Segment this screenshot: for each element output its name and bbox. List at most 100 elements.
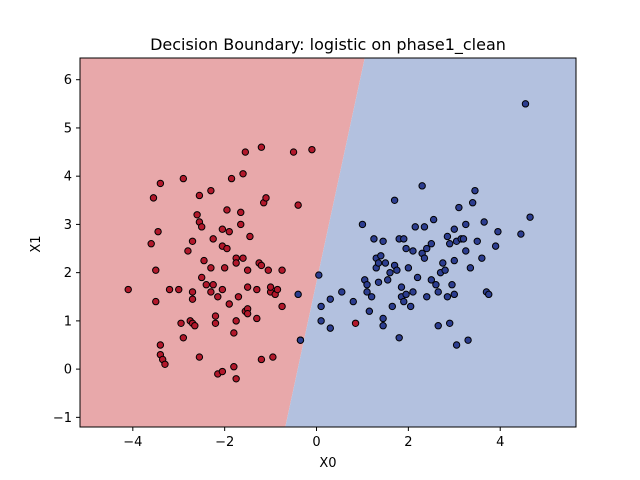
data-point-class0-11 bbox=[165, 285, 174, 294]
data-point-class0-13 bbox=[179, 174, 188, 183]
y-axis: −1 0 1 2 3 4 5 6 bbox=[53, 73, 80, 426]
data-point-class1-40 bbox=[409, 247, 417, 255]
data-point-class0-42 bbox=[225, 227, 233, 236]
data-point-class0-12 bbox=[175, 285, 183, 294]
data-point-class0-84 bbox=[218, 285, 227, 294]
data-point-class0-67 bbox=[257, 143, 266, 151]
data-point-class0-29 bbox=[207, 186, 215, 195]
data-point-class1-66 bbox=[455, 203, 463, 212]
data-point-class1-37 bbox=[404, 264, 413, 272]
data-point-class1-55 bbox=[439, 259, 447, 267]
data-point-class1-20 bbox=[377, 252, 385, 260]
data-point-class1-34 bbox=[400, 297, 408, 306]
data-point-class1-61 bbox=[448, 281, 456, 289]
data-point-class1-59 bbox=[446, 319, 454, 327]
data-point-class0-51 bbox=[234, 293, 243, 301]
y-tick-label: 5 bbox=[64, 121, 72, 136]
data-point-class1-79 bbox=[485, 290, 493, 299]
data-point-class0-30 bbox=[207, 264, 215, 272]
data-points bbox=[124, 100, 534, 383]
y-tick-label: 0 bbox=[64, 363, 72, 378]
data-point-class1-50 bbox=[429, 215, 438, 224]
data-point-class1-36 bbox=[402, 290, 410, 299]
data-point-class0-60 bbox=[241, 148, 250, 156]
data-point-class0-75 bbox=[278, 266, 286, 274]
data-point-class0-5 bbox=[156, 179, 165, 188]
data-point-class1-13 bbox=[365, 307, 374, 315]
axes-frame bbox=[79, 57, 577, 428]
data-point-class0-69 bbox=[262, 194, 270, 202]
data-point-class1-57 bbox=[443, 232, 452, 241]
plot-area bbox=[79, 57, 577, 428]
y-tick-label: 3 bbox=[64, 218, 72, 233]
data-point-class0-22 bbox=[193, 211, 201, 219]
data-point-class1-4 bbox=[317, 317, 325, 325]
y-axis-label: X1 bbox=[29, 235, 44, 252]
data-point-class0-59 bbox=[243, 266, 252, 274]
data-point-class1-28 bbox=[390, 196, 399, 204]
data-point-class1-76 bbox=[478, 254, 486, 262]
data-point-class1-9 bbox=[358, 220, 367, 229]
data-point-class0-81 bbox=[351, 319, 360, 327]
data-point-class0-33 bbox=[209, 235, 217, 243]
data-point-class0-40 bbox=[218, 225, 227, 233]
data-point-class1-7 bbox=[338, 288, 346, 296]
data-point-class1-71 bbox=[464, 336, 472, 344]
data-point-class0-47 bbox=[232, 375, 240, 383]
data-point-class0-66 bbox=[257, 261, 266, 270]
data-point-class1-68 bbox=[459, 235, 468, 243]
data-point-class0-43 bbox=[225, 300, 233, 308]
data-point-class0-21 bbox=[191, 322, 199, 330]
data-point-class0-77 bbox=[289, 148, 298, 156]
data-point-class0-14 bbox=[177, 319, 185, 327]
data-point-class1-29 bbox=[393, 266, 401, 274]
x-axis-label: X0 bbox=[319, 456, 336, 471]
data-point-class1-19 bbox=[374, 259, 383, 267]
data-point-class0-62 bbox=[246, 232, 254, 241]
data-point-class1-23 bbox=[381, 259, 390, 267]
data-point-class1-22 bbox=[379, 322, 387, 330]
data-point-class1-11 bbox=[363, 281, 371, 289]
data-point-class1-75 bbox=[473, 237, 481, 245]
data-point-class0-54 bbox=[239, 170, 247, 178]
data-point-class0-15 bbox=[179, 334, 188, 342]
data-point-class1-14 bbox=[367, 293, 376, 301]
data-point-class0-19 bbox=[188, 288, 197, 296]
data-point-class1-84 bbox=[526, 213, 534, 221]
data-point-class1-77 bbox=[480, 218, 488, 226]
data-point-class0-45 bbox=[230, 329, 238, 337]
data-point-class0-16 bbox=[184, 247, 192, 255]
data-point-class0-3 bbox=[152, 266, 160, 274]
data-point-class0-32 bbox=[209, 281, 217, 289]
data-point-class1-63 bbox=[450, 256, 458, 265]
y-tick-label: 4 bbox=[64, 170, 72, 185]
data-point-class1-8 bbox=[349, 297, 357, 306]
data-point-class1-32 bbox=[397, 283, 406, 291]
data-point-class0-0 bbox=[124, 285, 132, 294]
data-point-class1-69 bbox=[462, 247, 470, 255]
data-point-class1-53 bbox=[434, 322, 442, 330]
data-point-class1-39 bbox=[409, 288, 417, 296]
data-point-class1-2 bbox=[315, 271, 323, 279]
data-point-class0-6 bbox=[152, 297, 160, 306]
data-point-class0-65 bbox=[257, 355, 266, 364]
x-axis: −4 −2 0 2 4 bbox=[123, 427, 504, 450]
data-point-class1-72 bbox=[466, 264, 475, 272]
data-point-class1-58 bbox=[443, 293, 452, 301]
data-point-class1-88 bbox=[379, 237, 387, 245]
data-point-class1-24 bbox=[384, 276, 392, 284]
data-point-class0-48 bbox=[232, 317, 240, 325]
data-point-class0-1 bbox=[147, 240, 155, 248]
x-tick-label: 0 bbox=[312, 435, 320, 450]
data-point-class1-31 bbox=[395, 334, 403, 342]
data-point-class0-7 bbox=[156, 341, 165, 349]
y-tick-label: 1 bbox=[64, 314, 72, 329]
data-point-class1-35 bbox=[400, 235, 408, 243]
data-point-class0-50 bbox=[232, 259, 240, 267]
data-point-class0-41 bbox=[223, 244, 231, 253]
data-point-class1-65 bbox=[452, 341, 461, 349]
data-point-class0-63 bbox=[253, 285, 261, 294]
data-point-class1-74 bbox=[471, 186, 479, 195]
data-point-class1-44 bbox=[418, 182, 426, 190]
data-point-class1-47 bbox=[423, 244, 431, 253]
